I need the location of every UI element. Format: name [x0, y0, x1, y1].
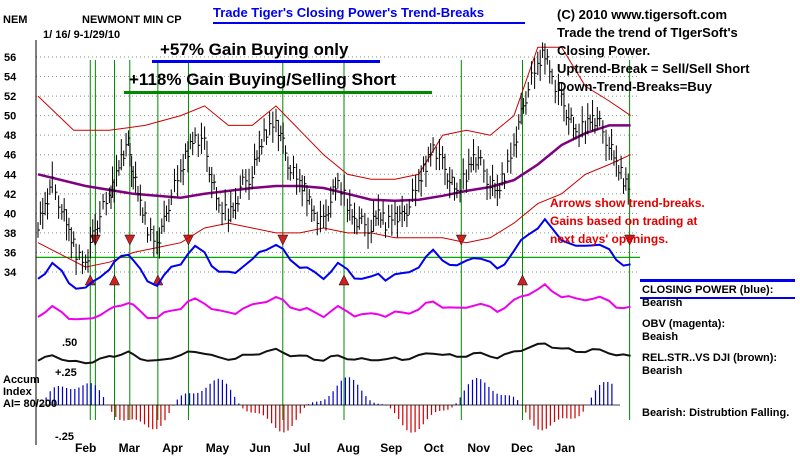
y-tick-label: 42	[4, 189, 16, 201]
x-month-label: Sep	[380, 441, 402, 455]
x-month-label: Feb	[75, 441, 96, 455]
cp-legend-overline	[640, 279, 795, 282]
x-month-label: Mar	[119, 441, 141, 455]
obv-legend-status: Beaish	[642, 331, 679, 343]
date-range: 1/ 16/ 9-1/29/10	[43, 29, 121, 41]
lower-band	[37, 154, 631, 268]
gain-buy-label: +57% Gain Buying only	[160, 40, 349, 59]
arrows-note-2: Gains based on trading at	[550, 214, 698, 228]
accum-level-50: .50	[62, 337, 78, 349]
cp-legend-status: Bearish	[642, 297, 683, 309]
accum-label-1: Accum	[3, 374, 40, 386]
trend-break-arrow	[277, 234, 289, 246]
rel-strength-line	[37, 342, 631, 365]
y-tick-label: 36	[4, 247, 16, 259]
x-month-label: May	[206, 441, 230, 455]
x-month-label: Dec	[511, 441, 533, 455]
accum-level-neg25: -.25	[55, 431, 74, 443]
accum-legend-status: Bearish: Distrubtion Falling.	[642, 407, 790, 419]
closing-power-line	[37, 217, 631, 290]
rel-legend-label: REL.STR..VS DJI (brown):	[642, 352, 778, 364]
y-tick-label: 44	[4, 169, 17, 181]
trend-break-arrow	[338, 274, 350, 286]
trend-break-arrow	[624, 234, 636, 246]
arrows-note-1: Arrows show trend-breaks.	[550, 196, 705, 210]
note-rule-2: Down-Trend-Breaks=Buy	[557, 79, 712, 94]
x-month-label: Aug	[337, 441, 360, 455]
gain-both-label: +118% Gain Buying/Selling Short	[129, 70, 396, 89]
company-name: NEWMONT MIN CP	[82, 14, 182, 26]
note-intro-2: Closing Power.	[557, 43, 651, 58]
title-underline	[213, 22, 525, 24]
accum-label-3: AI= 80/200	[3, 398, 58, 410]
y-tick-label: 56	[4, 52, 16, 64]
y-tick-label: 52	[4, 91, 16, 103]
gain-buy-underline	[152, 60, 380, 63]
copyright: (C) 2010 www.tigersoft.com	[557, 7, 727, 22]
y-tick-label: 50	[4, 111, 16, 123]
y-tick-label: 34	[4, 267, 17, 279]
x-month-label: Jun	[249, 441, 270, 455]
y-tick-label: 48	[4, 130, 16, 142]
trend-break-arrow	[124, 234, 136, 246]
x-month-label: Nov	[467, 441, 490, 455]
accum-label-2: Index	[3, 386, 32, 398]
chart-title: Trade Tiger's Closing Power's Trend-Brea…	[213, 5, 485, 20]
trend-break-arrow	[109, 274, 120, 286]
note-intro-1: Trade the trend of TIgerSoft's	[557, 25, 738, 40]
x-month-label: Jul	[293, 441, 310, 455]
note-rule-1: Uptrend-Break = Sell/Sell Short	[557, 61, 750, 76]
moving-average	[37, 124, 631, 202]
upper-band	[37, 46, 631, 180]
y-tick-label: 38	[4, 228, 16, 240]
ticker-label: NEM	[3, 14, 28, 26]
arrows-note-3: next days' openings.	[550, 232, 669, 246]
cp-legend-underline	[640, 297, 795, 299]
gain-both-underline	[124, 91, 432, 94]
obv-line	[37, 283, 631, 321]
cp-legend-label: CLOSING POWER (blue):	[642, 284, 774, 296]
y-tick-label: 40	[4, 208, 16, 220]
x-month-label: Apr	[162, 441, 183, 455]
y-tick-label: 54	[4, 72, 17, 84]
x-month-label: Oct	[424, 441, 444, 455]
trend-break-arrow	[455, 234, 467, 246]
rel-legend-status: Bearish	[642, 365, 683, 377]
trend-break-arrow	[517, 274, 528, 286]
x-month-label: Jan	[555, 441, 576, 455]
accum-level-25: +.25	[55, 367, 77, 379]
obv-legend-label: OBV (magenta):	[642, 318, 726, 330]
y-tick-label: 46	[4, 150, 16, 162]
